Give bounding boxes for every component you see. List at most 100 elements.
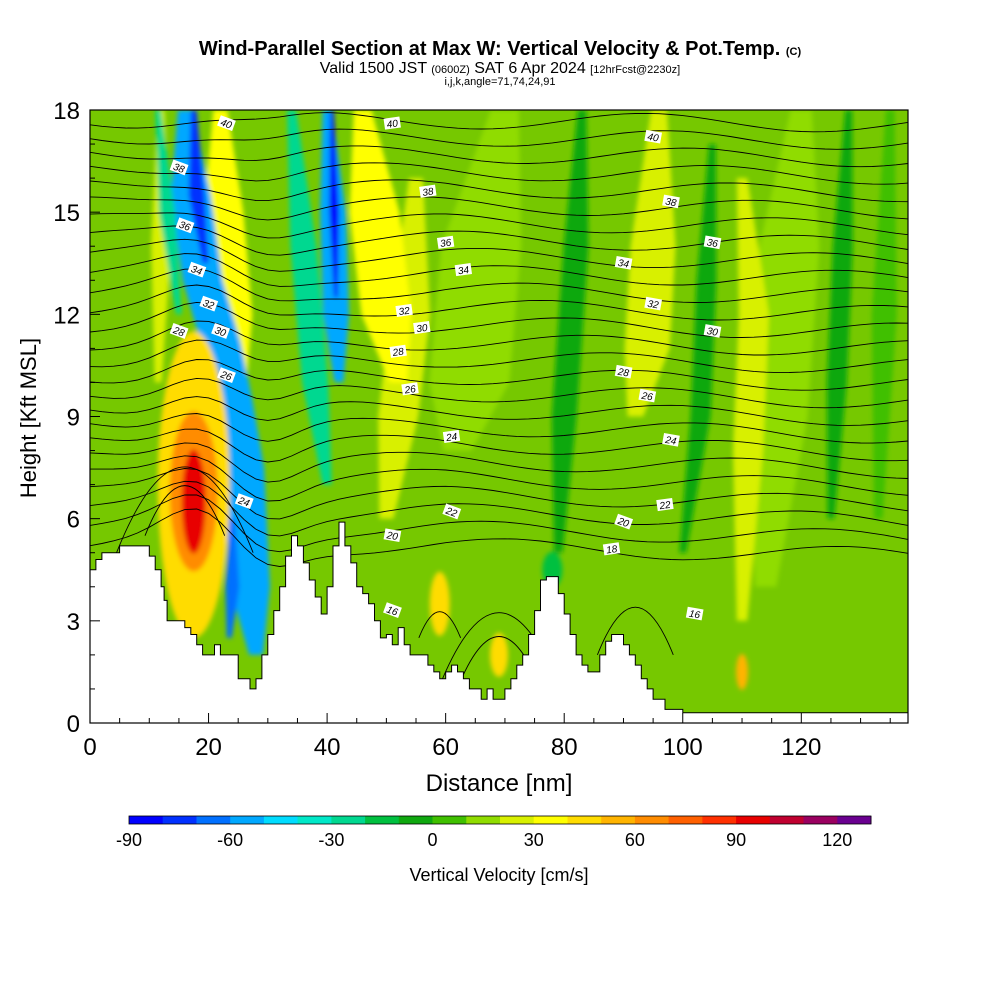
colorbar-swatch (196, 816, 231, 824)
theta-contour-label: 26 (218, 369, 234, 384)
contour-label-bg (169, 159, 189, 176)
theta-contour-line (90, 494, 908, 553)
contour-label-bg (395, 303, 413, 317)
velocity-field: 40 40 40 38 38 38 36 36 36 34 34 34 32 32 32 30 30 30 28 28… (90, 110, 908, 723)
contour-label-bg (389, 344, 407, 358)
theta-contour-label: 28 (391, 347, 405, 360)
contour-label-bg (703, 235, 722, 250)
colorbar-swatch (837, 816, 872, 824)
field-patch (551, 110, 589, 553)
field-patch (733, 178, 769, 621)
theta-contour-line (90, 413, 908, 444)
chart-title-text: Wind-Parallel Section at Max W: Vertical… (198, 38, 781, 60)
updraft-core (181, 449, 206, 554)
terrain-mask (89, 521, 909, 724)
colorbar-tick-label: -90 (116, 830, 142, 850)
updraft-cell (490, 632, 508, 677)
theta-contour-line (90, 442, 908, 483)
theta-contour-line (90, 145, 908, 168)
contour-label-bg (169, 323, 189, 339)
theta-contour-line (90, 339, 908, 374)
utc-time: (0600Z) (431, 64, 470, 76)
colorbar-swatch (398, 816, 433, 824)
theta-contour-label: 28 (171, 325, 187, 340)
theta-contour-label: 36 (177, 220, 192, 234)
theta-contour-line (90, 377, 908, 409)
theta-contour-label: 36 (440, 238, 453, 251)
colorbar-swatch (432, 816, 467, 824)
theta-contour-label: 24 (236, 495, 252, 510)
contour-label-bg (211, 323, 230, 339)
contour-label-bg (685, 606, 704, 621)
theta-contour-label: 34 (617, 258, 630, 271)
contour-label-bg (413, 320, 431, 335)
theta-contour-label: 38 (664, 197, 677, 210)
theta-contour-label: 22 (658, 500, 672, 513)
colorbar-swatch (466, 816, 501, 824)
valid-date: SAT 6 Apr 2024 (474, 60, 586, 77)
theta-contour-line (90, 196, 908, 221)
theta-contour-line (418, 611, 462, 639)
colorbar-swatch (533, 816, 568, 824)
theta-contour-label: 20 (385, 530, 399, 543)
theta-contour-line (596, 607, 674, 656)
downdraft-core (225, 518, 240, 638)
contour-label-bg (383, 116, 401, 130)
theta-contour-label: 16 (688, 609, 701, 622)
theta-contour-label: 18 (605, 544, 618, 557)
theta-contour-line (144, 485, 226, 536)
theta-contour-label: 30 (416, 323, 429, 336)
x-tick-label: 0 (83, 734, 96, 761)
theta-contour-label: 16 (385, 604, 400, 618)
colorbar-swatch (331, 816, 366, 824)
theta-contour-label: 38 (171, 162, 186, 176)
theta-contour-label: 28 (616, 367, 630, 380)
theta-contour-line (90, 508, 908, 567)
y-tick-label: 15 (53, 200, 80, 227)
contour-label-bg (187, 261, 207, 278)
theta-contour-label: 30 (706, 326, 719, 339)
theta-contour-label: 26 (403, 384, 417, 397)
contour-label-bg (199, 295, 219, 312)
updraft-cell (429, 571, 450, 636)
theta-contour-line (90, 455, 908, 502)
y-tick-label: 6 (67, 507, 80, 534)
theta-contour-line (90, 238, 908, 272)
colorbar-swatch (162, 816, 197, 824)
theta-contour-line (90, 301, 908, 338)
theta-contour-label: 20 (615, 516, 631, 531)
colorbar-swatch (634, 816, 670, 824)
colorbar-frame (128, 815, 872, 825)
theta-contour-line (90, 468, 908, 520)
theta-contour-label: 26 (640, 391, 654, 404)
contour-label-bg (419, 184, 437, 198)
theta-contour-label: 22 (443, 505, 459, 520)
chart-subtitle: Valid 1500 JST (0600Z) SAT 6 Apr 2024 [1… (0, 60, 1000, 78)
contour-label-bg (401, 382, 419, 396)
colorbar-swatch (668, 816, 703, 824)
theta-contour-label: 40 (219, 117, 234, 131)
contour-label-bg (383, 602, 402, 619)
copyright-mark: (C) (785, 46, 802, 58)
y-axis-label: Height [Kft MSL] (16, 338, 41, 498)
updraft-band (349, 110, 412, 383)
y-tick-label: 12 (53, 302, 80, 329)
theta-contours (90, 112, 908, 690)
theta-contour-label: 32 (398, 306, 411, 319)
theta-contour-line (90, 225, 908, 256)
contour-label-bg (644, 129, 663, 144)
contour-label-bg (638, 388, 657, 403)
colorbar-swatch (129, 816, 164, 824)
colorbar-swatch (769, 816, 804, 824)
field-patch (747, 110, 820, 587)
x-tick-label: 40 (314, 734, 341, 761)
x-axis-label: Distance [nm] (426, 770, 573, 797)
contour-label-bg (703, 324, 722, 338)
colorbar-tick-label: -30 (318, 830, 344, 850)
contour-label-bg (442, 503, 462, 520)
colorbar-swatch (263, 816, 299, 824)
x-tick-label: 120 (781, 734, 821, 761)
grid-indices: i,j,k,angle=71,74,24,91 (444, 76, 556, 88)
theta-contour-line (90, 359, 908, 391)
